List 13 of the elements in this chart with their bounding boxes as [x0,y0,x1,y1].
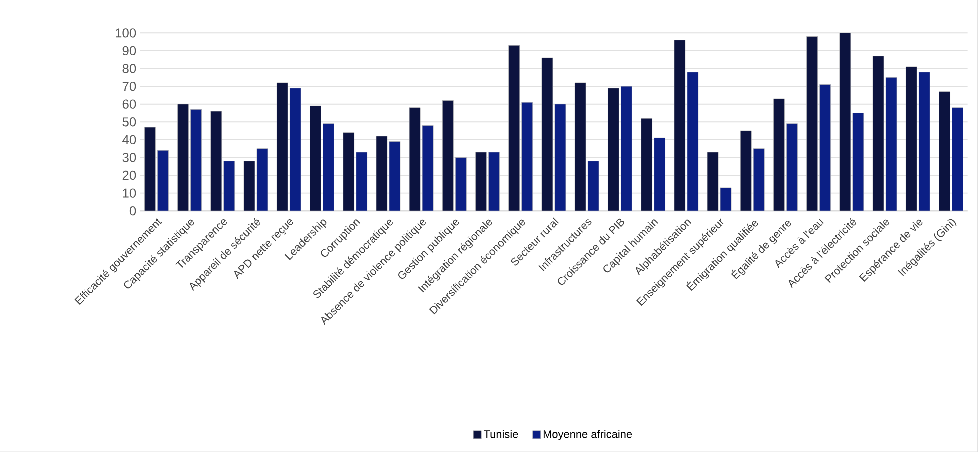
y-tick-label: 80 [122,64,136,74]
legend-label: Moyenne africaine [544,430,632,440]
legend-label: Tunisie [484,430,518,438]
y-tick-label: 60 [122,100,136,109]
y-tick-label: 0 [130,206,136,216]
y-tick-label: 70 [122,82,136,92]
y-tick-label: 20 [122,170,136,180]
y-tick-label: 100 [116,28,136,38]
y-tick-label: 50 [122,117,136,127]
y-tick-label: 90 [122,46,136,56]
y-tick-label: 30 [122,153,136,162]
y-tick-label: 10 [123,188,136,198]
y-tick-label: 40 [122,135,136,144]
